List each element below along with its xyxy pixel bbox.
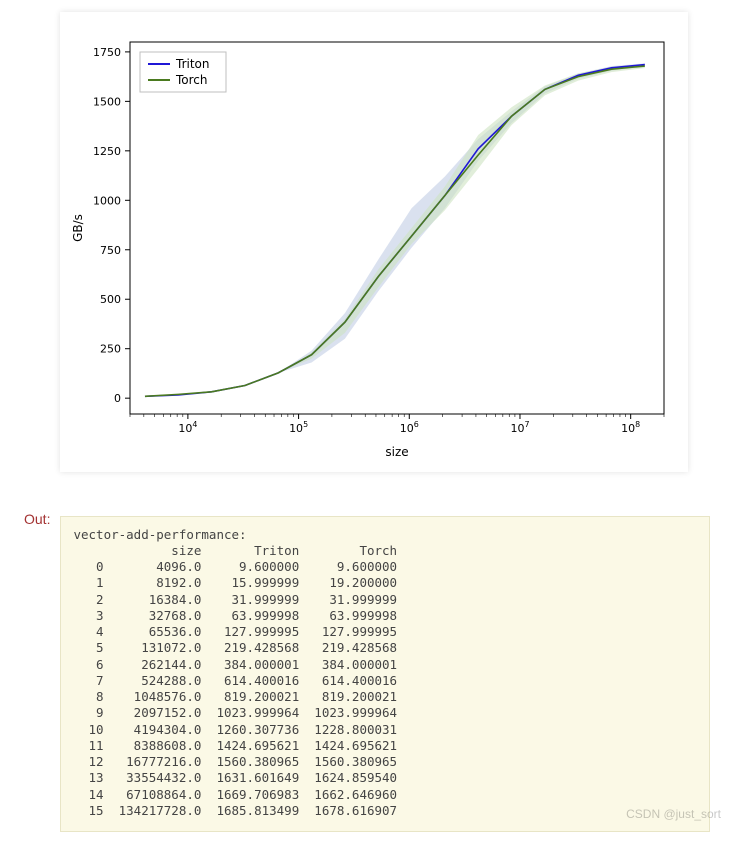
page: 0 250 500 750 1000 1250 1500 1750 104 105 106 107 10… [0, 0, 735, 839]
svg-text:Torch: Torch [175, 73, 208, 87]
svg-text:1500: 1500 [93, 95, 121, 108]
svg-text:107: 107 [510, 420, 529, 435]
svg-text:size: size [385, 445, 408, 459]
svg-text:1750: 1750 [93, 46, 121, 59]
svg-text:1250: 1250 [93, 145, 121, 158]
svg-text:104: 104 [178, 420, 197, 435]
chart-panel: 0 250 500 750 1000 1250 1500 1750 104 105 106 107 10… [60, 12, 688, 472]
svg-text:250: 250 [100, 343, 121, 356]
svg-text:108: 108 [621, 420, 640, 435]
svg-text:1000: 1000 [93, 194, 121, 207]
performance-chart: 0 250 500 750 1000 1250 1500 1750 104 105 106 107 10… [60, 12, 688, 472]
svg-text:106: 106 [400, 420, 419, 435]
svg-text:0: 0 [114, 392, 121, 405]
svg-text:500: 500 [100, 293, 121, 306]
output-label: Out: [24, 503, 50, 527]
svg-text:GB/s: GB/s [71, 214, 85, 242]
svg-text:750: 750 [100, 244, 121, 257]
svg-text:105: 105 [289, 420, 308, 435]
output-text: vector-add-performance: size Triton Torc… [60, 516, 710, 833]
watermark: CSDN @just_sort [626, 807, 721, 821]
output-row: Out: vector-add-performance: size Triton… [24, 503, 710, 845]
svg-text:Triton: Triton [175, 57, 210, 71]
